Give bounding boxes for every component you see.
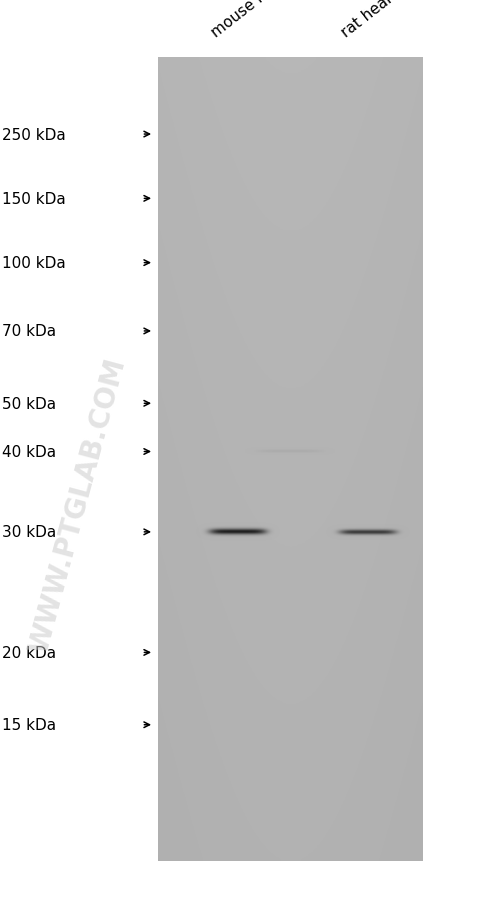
Text: mouse heart: mouse heart [208,0,294,41]
Text: 20 kDa: 20 kDa [2,645,56,660]
Text: 30 kDa: 30 kDa [2,525,57,539]
Text: 100 kDa: 100 kDa [2,256,66,271]
Text: WWW.PTGLAB.COM: WWW.PTGLAB.COM [24,354,130,656]
Text: 15 kDa: 15 kDa [2,717,56,732]
Text: 70 kDa: 70 kDa [2,324,56,339]
Text: 40 kDa: 40 kDa [2,445,56,459]
Text: 250 kDa: 250 kDa [2,127,66,143]
Text: 50 kDa: 50 kDa [2,396,56,411]
Text: rat heart: rat heart [338,0,400,41]
Text: 150 kDa: 150 kDa [2,191,66,207]
